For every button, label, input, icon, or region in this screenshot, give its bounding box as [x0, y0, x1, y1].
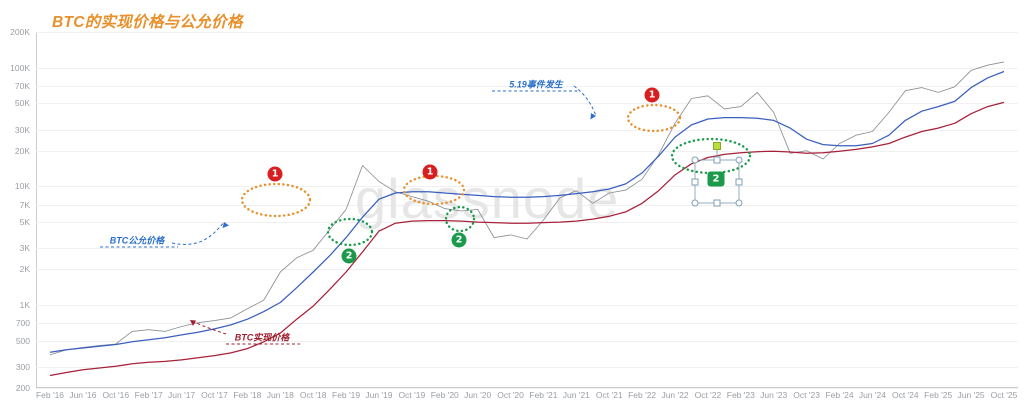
x-axis-tick-label: Jun '22 — [661, 390, 689, 400]
marker-2-b[interactable]: 2 — [451, 232, 467, 248]
x-axis-tick-label: Feb '17 — [134, 390, 163, 400]
gridline — [36, 67, 1018, 69]
y-axis-ticks: 200K 100K 70K 50K 30K 20K 10K 7K 5K 3K 2K 1K 700 500 3… — [0, 27, 34, 393]
y-axis-tick-label: 100K — [10, 62, 30, 73]
rotate-handle[interactable] — [713, 142, 721, 150]
marker-1-c[interactable]: 1 — [644, 87, 660, 103]
fair-value-label: BTC公允价格 — [109, 235, 165, 246]
gridline — [36, 129, 1018, 131]
x-axis-tick-label: Oct '18 — [299, 390, 327, 400]
y-axis-tick-label: 30K — [14, 124, 30, 135]
y-axis-tick-label: 500 — [15, 335, 30, 346]
marker-2-c[interactable]: 2 — [707, 171, 725, 187]
marker-2-a[interactable]: 2 — [341, 248, 357, 264]
x-axis-tick-label: Oct '21 — [595, 390, 623, 400]
gridline — [36, 103, 1018, 105]
x-axis-tick-label: Oct '24 — [891, 390, 919, 400]
gridline — [36, 32, 1018, 33]
x-axis-tick-label: Jun '21 — [562, 390, 590, 400]
y-axis-tick-label: 1K — [19, 300, 30, 311]
y-axis-tick-label: 700 — [15, 318, 30, 329]
page-title: BTC的实现价格与公允价格 — [52, 14, 243, 31]
resize-handle-e[interactable] — [735, 178, 743, 185]
realized-price-label: BTC实现价格 — [234, 332, 290, 343]
y-axis-tick-label: 7K — [19, 199, 30, 210]
x-axis-tick-label: Jun '24 — [858, 390, 886, 400]
resize-handle-se[interactable] — [735, 199, 743, 207]
x-axis-tick-label: Feb '20 — [430, 390, 459, 400]
resize-handle-s[interactable] — [713, 199, 721, 207]
y-axis-tick-label: 70K — [14, 81, 30, 92]
y-axis-tick-label: 2K — [19, 264, 30, 275]
y-axis-tick-label: 10K — [14, 181, 30, 192]
y-axis-tick-label: 20K — [14, 145, 30, 156]
x-axis-tick-label: Feb '22 — [628, 390, 657, 400]
y-axis-tick-label: 5K — [19, 217, 30, 228]
event-519-label: 5.19事件发生 — [509, 79, 563, 90]
x-axis-tick-label: Jun '25 — [957, 390, 985, 400]
gridline — [36, 367, 1018, 369]
gridline — [36, 305, 1018, 307]
x-axis-ticks: Feb '16 Jun '16 Oct '16 Feb '17 Jun '17 Oct '… — [36, 390, 1018, 410]
x-axis-tick-label: Feb '24 — [825, 390, 854, 400]
gridline — [36, 269, 1018, 271]
gridline — [36, 388, 1018, 389]
y-axis-tick-label: 50K — [14, 98, 30, 109]
resize-handle-sw[interactable] — [691, 199, 699, 207]
y-axis-tick-label: 300 — [15, 362, 30, 373]
x-axis-tick-label: Jun '23 — [760, 390, 788, 400]
glassnode-watermark: glassnode — [355, 167, 620, 230]
x-axis-tick-label: Oct '16 — [102, 390, 130, 400]
x-axis-tick-label: Feb '25 — [924, 390, 953, 400]
resize-handle-nw[interactable] — [691, 156, 699, 164]
x-axis-tick-label: Jun '17 — [168, 390, 196, 400]
x-axis-tick-label: Feb '23 — [726, 390, 755, 400]
x-axis-tick-label: Jun '19 — [365, 390, 393, 400]
x-axis-tick-label: Jun '18 — [266, 390, 294, 400]
gridline — [36, 248, 1018, 250]
resize-handle-w[interactable] — [691, 178, 699, 185]
y-axis-tick-label: 200K — [10, 27, 30, 37]
x-axis-tick-label: Oct '22 — [694, 390, 722, 400]
marker-1-a[interactable]: 1 — [267, 166, 283, 182]
gridline — [36, 340, 1018, 342]
x-axis-tick-label: Oct '25 — [990, 390, 1018, 400]
x-axis-tick-label: Feb '16 — [35, 390, 65, 400]
gridline — [36, 323, 1018, 325]
x-axis-tick-label: Feb '19 — [332, 390, 361, 400]
y-axis-tick-label: 200 — [15, 383, 30, 393]
gridline — [36, 150, 1018, 152]
x-axis-tick-label: Jun '16 — [69, 390, 97, 400]
marker-1-b[interactable]: 1 — [422, 164, 438, 180]
y-axis-tick-label: 3K — [19, 243, 30, 254]
x-axis-tick-label: Feb '21 — [529, 390, 558, 400]
x-axis-tick-label: Oct '23 — [793, 390, 820, 400]
x-axis-tick-label: Oct '20 — [497, 390, 524, 400]
resize-handle-n[interactable] — [713, 156, 721, 164]
x-axis-tick-label: Oct '17 — [201, 390, 228, 400]
x-axis-tick-label: Oct '19 — [398, 390, 426, 400]
x-axis-tick-label: Feb '18 — [233, 390, 262, 400]
resize-handle-ne[interactable] — [735, 156, 743, 164]
x-axis-tick-label: Jun '20 — [464, 390, 492, 400]
